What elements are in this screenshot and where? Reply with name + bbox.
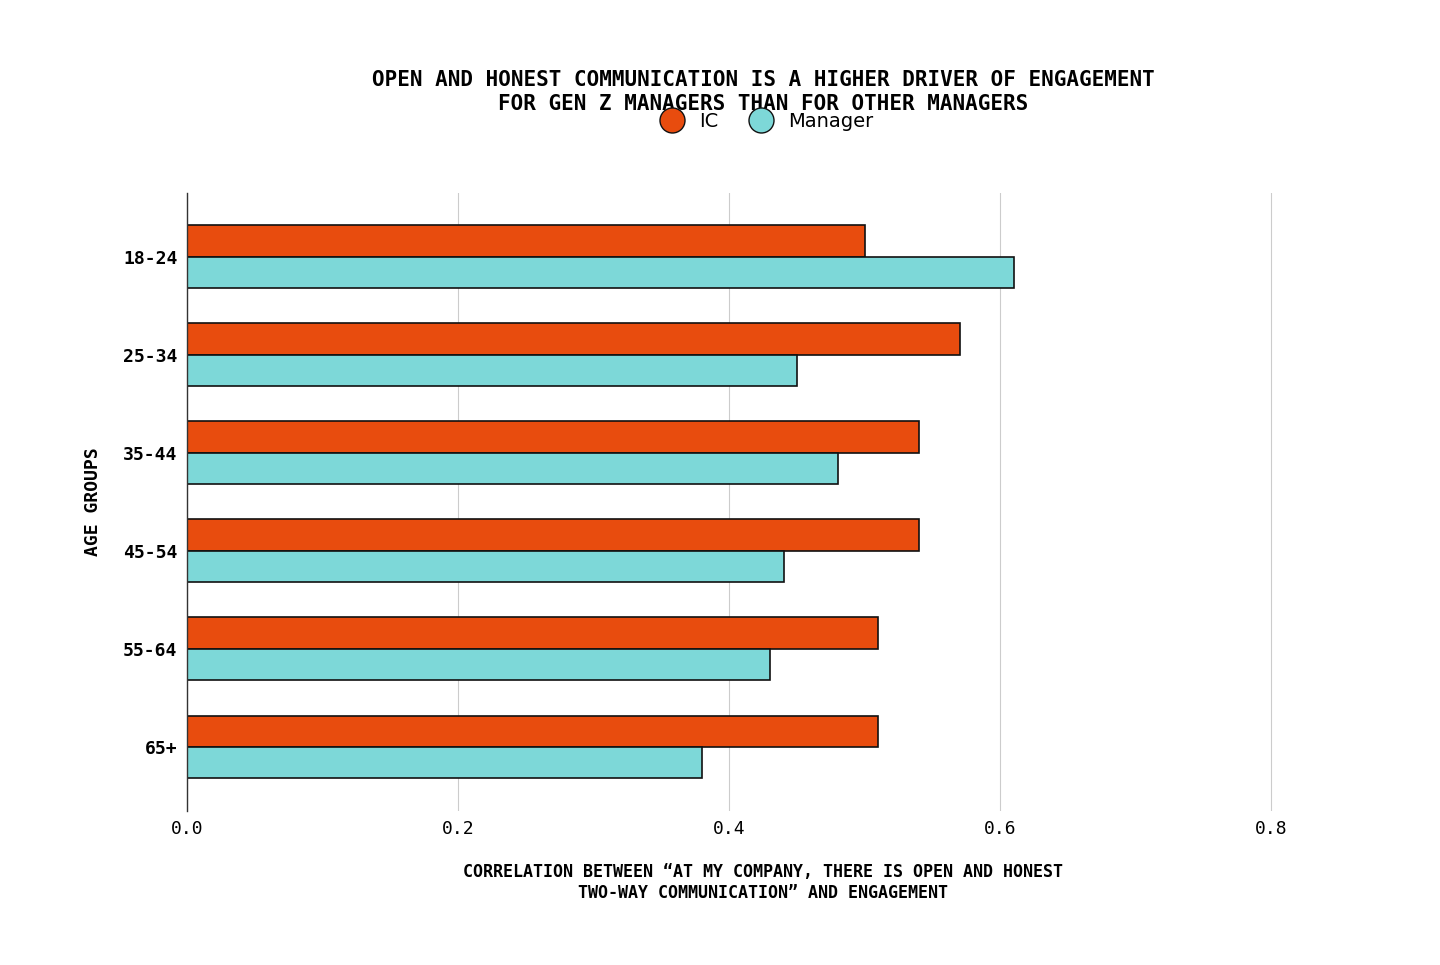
X-axis label: CORRELATION BETWEEN “AT MY COMPANY, THERE IS OPEN AND HONEST
TWO-WAY COMMUNICATI: CORRELATION BETWEEN “AT MY COMPANY, THER… xyxy=(464,864,1063,902)
Bar xyxy=(187,257,1014,289)
Bar xyxy=(187,323,959,355)
Bar xyxy=(187,453,838,484)
Bar xyxy=(187,355,798,386)
Bar xyxy=(187,618,878,648)
Y-axis label: AGE GROUPS: AGE GROUPS xyxy=(85,448,102,556)
Bar xyxy=(187,551,783,582)
Bar xyxy=(187,648,770,680)
Title: OPEN AND HONEST COMMUNICATION IS A HIGHER DRIVER OF ENGAGEMENT
FOR GEN Z MANAGER: OPEN AND HONEST COMMUNICATION IS A HIGHE… xyxy=(372,70,1155,114)
Legend: IC, Manager: IC, Manager xyxy=(645,104,881,138)
Bar xyxy=(187,519,919,551)
Bar xyxy=(187,226,865,257)
Bar xyxy=(187,715,878,747)
Bar xyxy=(187,422,919,453)
Bar xyxy=(187,747,703,778)
